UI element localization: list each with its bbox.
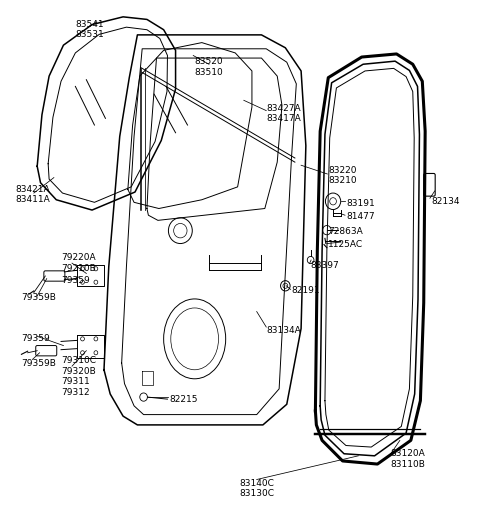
Text: 81477: 81477 <box>346 212 374 221</box>
Text: 83427A
83417A: 83427A 83417A <box>266 104 301 123</box>
Text: 79310C
79320B
79311
79312: 79310C 79320B 79311 79312 <box>61 356 96 397</box>
Text: 83120A
83110B: 83120A 83110B <box>390 449 425 469</box>
Text: 1125AC: 1125AC <box>328 240 363 249</box>
Text: 83220
83210: 83220 83210 <box>328 166 357 185</box>
Text: 83191: 83191 <box>346 199 375 208</box>
Text: 79359B: 79359B <box>22 358 56 368</box>
Circle shape <box>325 193 341 210</box>
Text: 79359B: 79359B <box>22 293 56 302</box>
Text: 83134A: 83134A <box>266 326 301 335</box>
Text: 83421A
83411A: 83421A 83411A <box>16 185 50 204</box>
Text: 79359: 79359 <box>22 334 50 343</box>
Text: 83520
83510: 83520 83510 <box>194 57 223 77</box>
Text: 82215: 82215 <box>169 395 198 404</box>
Text: 82134: 82134 <box>431 197 459 206</box>
Text: 72863A: 72863A <box>328 227 363 236</box>
Text: 79220A
79210B: 79220A 79210B <box>61 253 96 273</box>
Text: 82191: 82191 <box>291 286 320 295</box>
Text: 79359: 79359 <box>61 276 90 285</box>
Text: 83397: 83397 <box>311 261 339 270</box>
Text: 83541
83531: 83541 83531 <box>75 20 104 39</box>
Text: 83140C
83130C: 83140C 83130C <box>239 479 274 498</box>
